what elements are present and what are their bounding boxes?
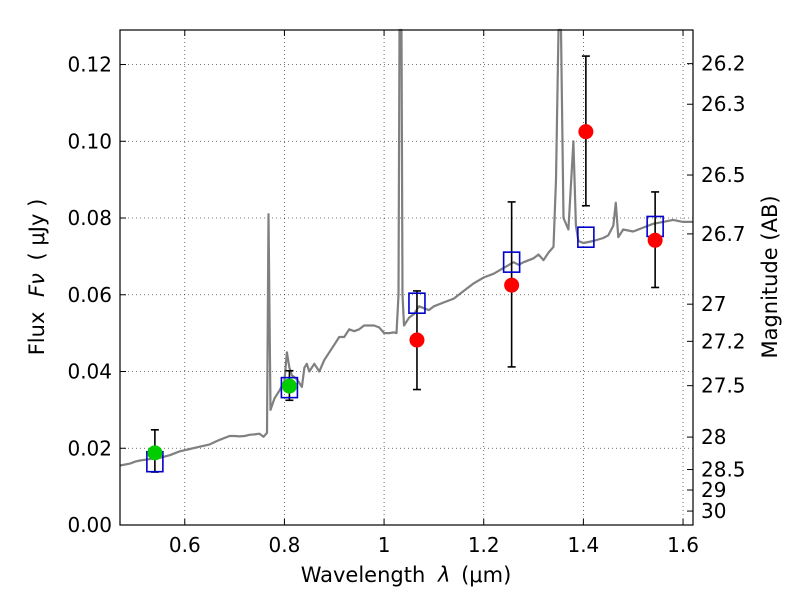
y-axis-ticks: 0.00 0.02 0.04 0.06 0.08 0.10 0.12 [67,53,126,537]
magnitude-tick-label: 26.7 [701,222,746,246]
magnitude-tick-label: 28.5 [701,458,746,482]
x-tick-label: 1.2 [468,533,500,557]
x-tick-label: 1.6 [667,533,699,557]
plot-frame [119,29,694,526]
spectrum-line [119,28,693,467]
model-photometry-box [280,376,299,399]
x-axis-title-symbol: λ [437,563,450,587]
observed-point [147,445,163,461]
observed-photometry [147,124,663,461]
y-axis-title-unit: ( μJy ) [25,199,49,261]
model-photometry-box [502,251,521,273]
magnitude-tick-label: 28 [701,425,726,449]
magnitude-tick-label: 29 [701,478,726,502]
x-axis-ticks: 0.6 0.8 1 1.2 1.4 1.6 [169,30,699,557]
y-tick-label: 0.02 [67,436,112,460]
y-tick-label: 0.06 [67,283,112,307]
y-tick-label: 0.00 [67,513,112,537]
model-photometry-box [577,226,595,249]
observed-point [504,277,520,293]
x-tick-label: 1.4 [567,533,599,557]
magnitude-tick-label: 26.5 [701,163,746,187]
magnitude-tick-label: 26.2 [701,52,746,76]
x-axis-title-unit: (μm) [461,563,511,587]
y-axis-title: Flux Fν ( μJy ) [25,199,49,356]
y-tick-label: 0.10 [67,129,112,153]
observed-point [578,124,594,140]
magnitude-axis-title: Magnitude (AB) [758,195,782,358]
magnitude-tick-label: 30 [701,499,726,523]
magnitude-tick-label: 27 [701,292,726,316]
model-photometry-box [408,292,426,315]
x-tick-label: 0.6 [169,533,201,557]
observed-point [647,232,663,248]
y-tick-label: 0.12 [67,53,112,77]
y-tick-label: 0.08 [67,206,112,230]
x-tick-label: 0.8 [269,533,301,557]
magnitude-tick-label: 26.3 [701,92,746,116]
y-tick-label: 0.04 [67,360,112,384]
magnitude-tick-label: 27.2 [701,329,746,353]
x-axis-title: Wavelength λ (μm) [301,563,512,587]
x-axis-title-prefix: Wavelength [301,563,426,587]
observed-point [281,378,297,394]
y-axis-title-prefix: Flux [25,312,49,356]
magnitude-tick-label: 27.5 [701,374,746,398]
grid-lines [120,30,693,526]
observed-point [409,332,425,348]
y-axis-title-symbol: Fν [25,273,49,297]
x-tick-label: 1 [378,533,391,557]
plot-background [120,30,693,525]
model-spectrum [119,28,693,467]
